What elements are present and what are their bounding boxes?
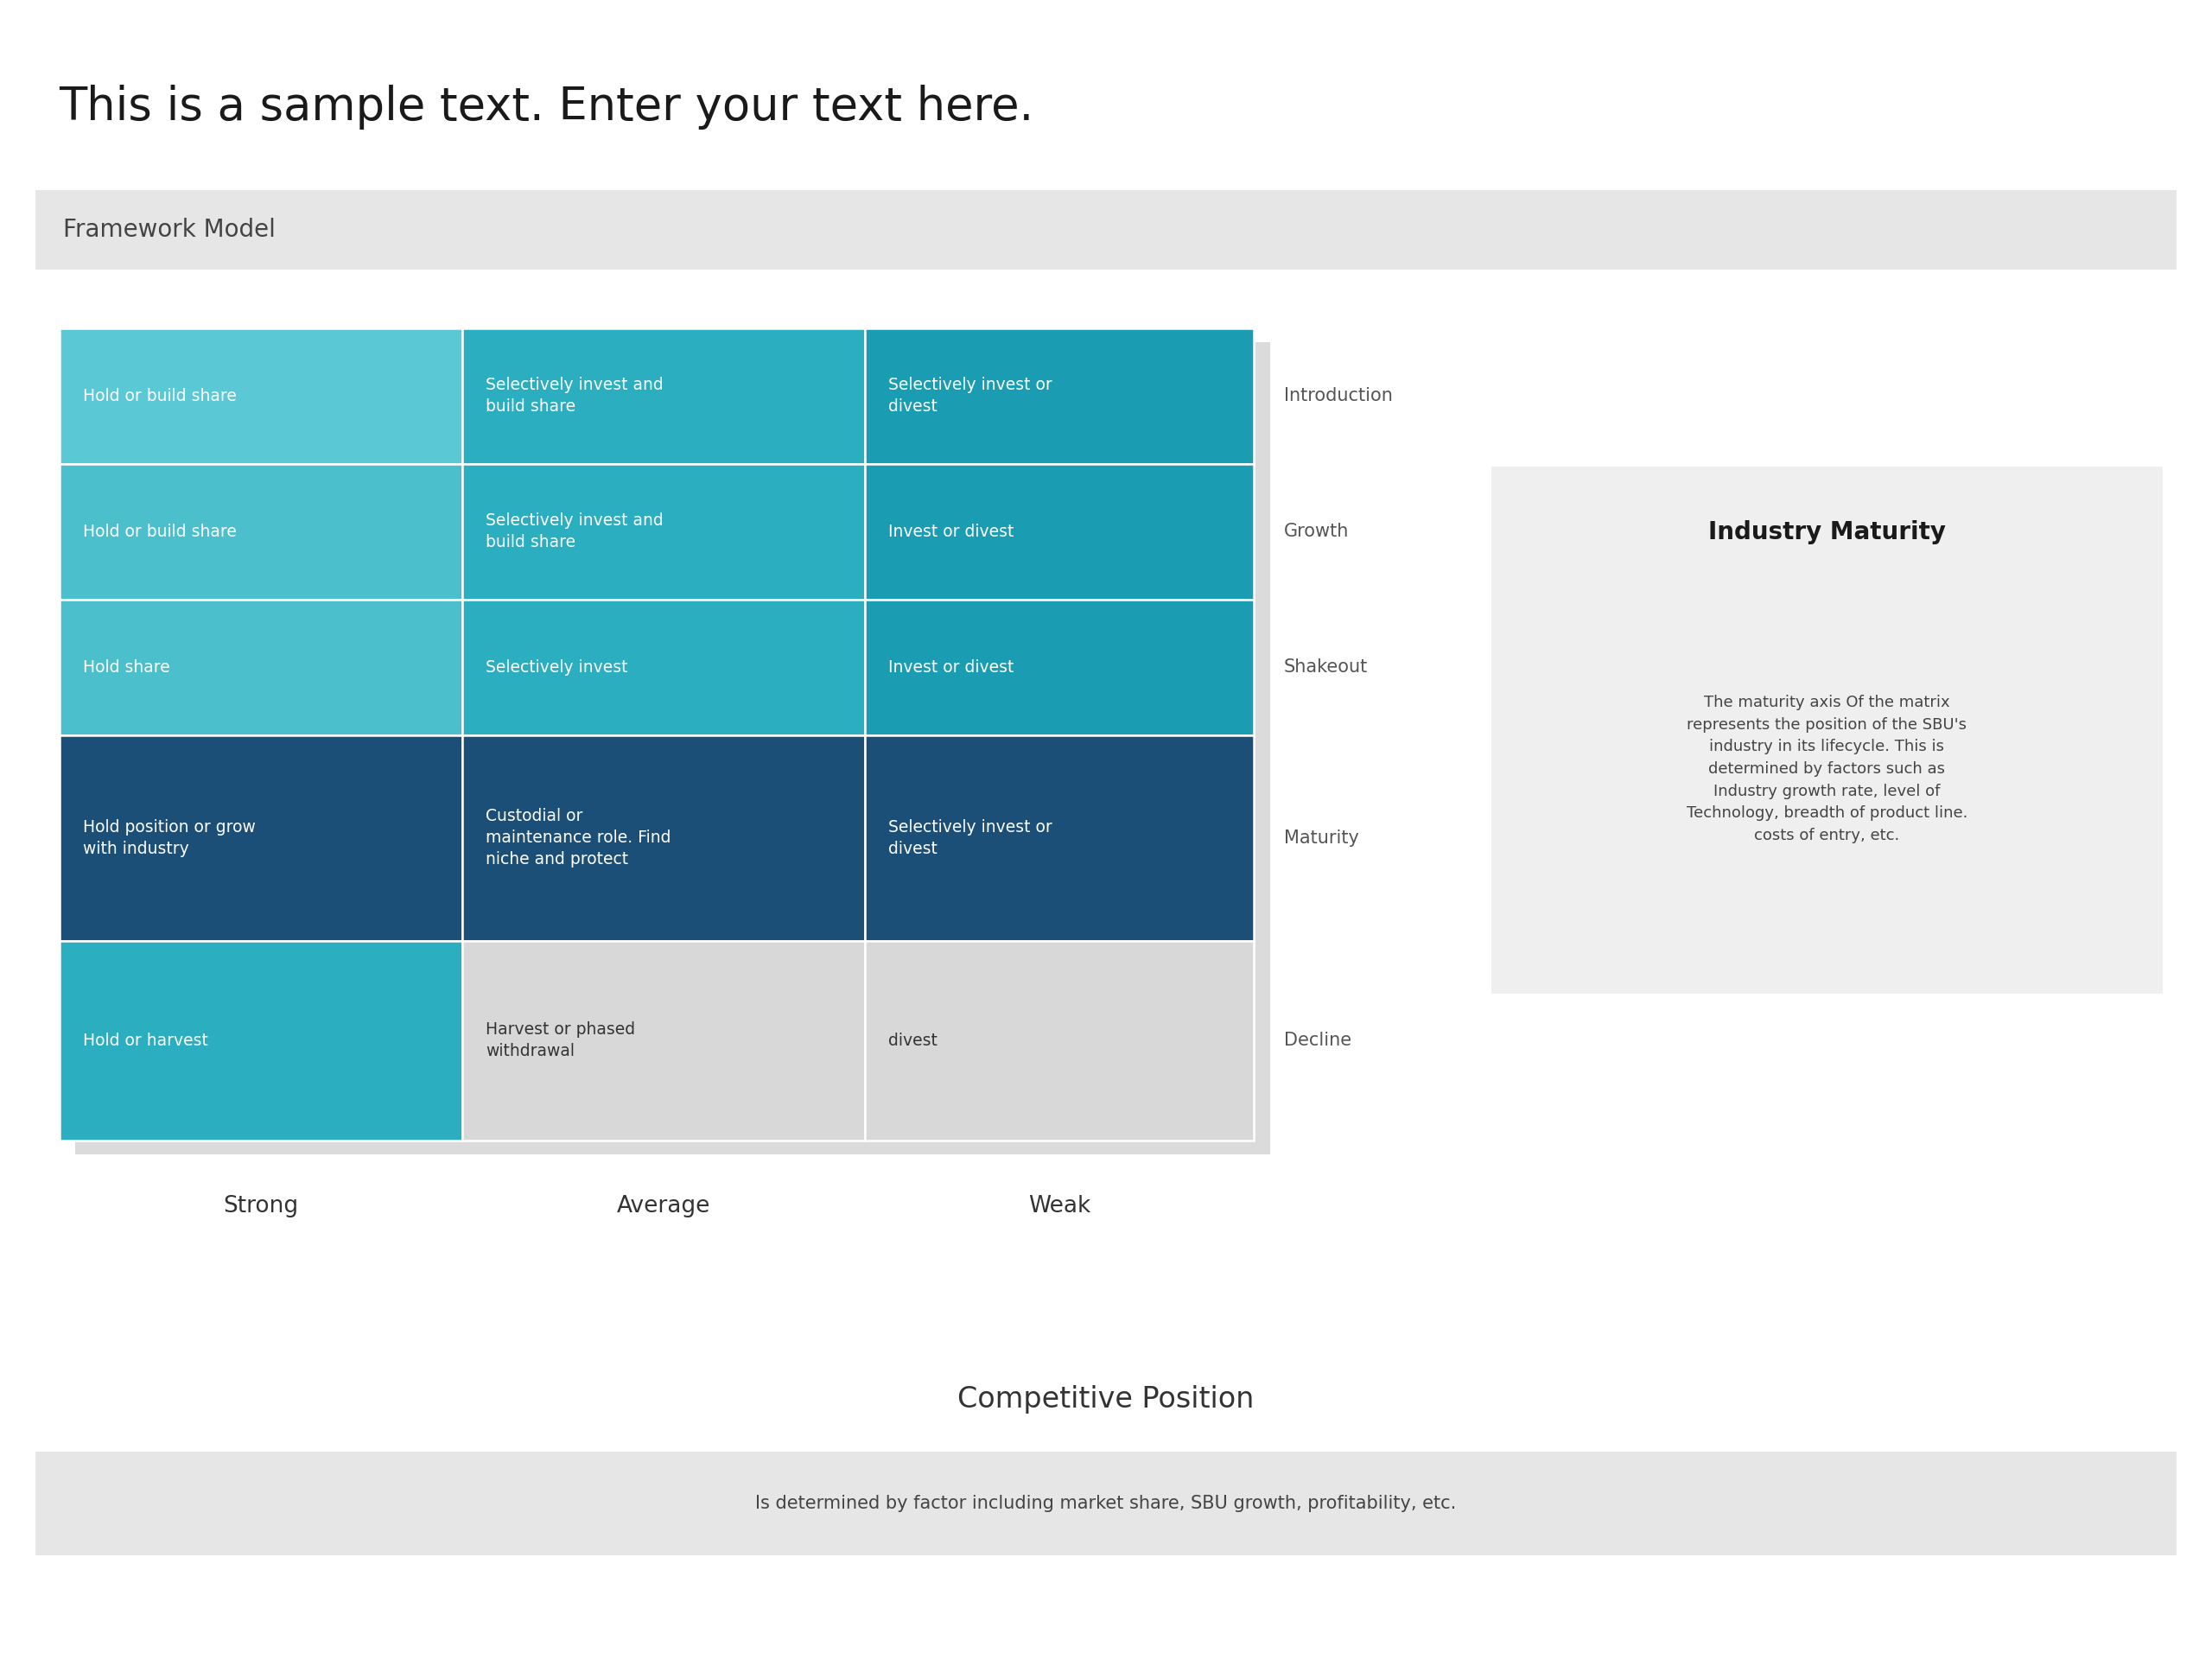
Text: Hold or build share: Hold or build share xyxy=(84,388,237,405)
FancyBboxPatch shape xyxy=(865,735,1254,941)
FancyBboxPatch shape xyxy=(35,1452,2177,1556)
Text: Growth: Growth xyxy=(1283,523,1349,541)
Text: Hold or harvest: Hold or harvest xyxy=(84,1032,208,1048)
Text: Hold or build share: Hold or build share xyxy=(84,524,237,541)
Text: Hold share: Hold share xyxy=(84,659,170,675)
Text: Hold position or grow
with industry: Hold position or grow with industry xyxy=(84,820,257,858)
FancyBboxPatch shape xyxy=(462,328,865,465)
FancyBboxPatch shape xyxy=(462,599,865,735)
Text: Invest or divest: Invest or divest xyxy=(889,659,1013,675)
Text: Shakeout: Shakeout xyxy=(1283,659,1367,677)
Text: Selectively invest or
divest: Selectively invest or divest xyxy=(889,820,1053,858)
FancyBboxPatch shape xyxy=(60,941,462,1141)
FancyBboxPatch shape xyxy=(865,465,1254,599)
Text: Introduction: Introduction xyxy=(1283,388,1394,405)
Text: Strong: Strong xyxy=(223,1194,299,1218)
FancyBboxPatch shape xyxy=(60,735,462,941)
FancyBboxPatch shape xyxy=(60,465,462,599)
Text: Decline: Decline xyxy=(1283,1032,1352,1048)
FancyBboxPatch shape xyxy=(865,599,1254,735)
Text: Harvest or phased
withdrawal: Harvest or phased withdrawal xyxy=(487,1022,635,1060)
FancyBboxPatch shape xyxy=(75,342,1270,1155)
FancyBboxPatch shape xyxy=(35,191,2177,269)
Text: Maturity: Maturity xyxy=(1283,830,1358,846)
Text: Selectively invest or
divest: Selectively invest or divest xyxy=(889,377,1053,415)
FancyBboxPatch shape xyxy=(865,328,1254,465)
Text: divest: divest xyxy=(889,1032,938,1048)
Text: Invest or divest: Invest or divest xyxy=(889,524,1013,541)
Text: This is a sample text. Enter your text here.: This is a sample text. Enter your text h… xyxy=(60,85,1035,129)
FancyBboxPatch shape xyxy=(462,465,865,599)
Text: Selectively invest and
build share: Selectively invest and build share xyxy=(487,377,664,415)
Text: Weak: Weak xyxy=(1029,1194,1091,1218)
FancyBboxPatch shape xyxy=(1491,466,2163,994)
Text: Selectively invest and
build share: Selectively invest and build share xyxy=(487,513,664,551)
FancyBboxPatch shape xyxy=(60,328,462,465)
Text: Average: Average xyxy=(617,1194,710,1218)
Text: Custodial or
maintenance role. Find
niche and protect: Custodial or maintenance role. Find nich… xyxy=(487,808,670,868)
FancyBboxPatch shape xyxy=(60,599,462,735)
Text: Framework Model: Framework Model xyxy=(64,217,276,242)
FancyBboxPatch shape xyxy=(462,735,865,941)
Text: The maturity axis Of the matrix
represents the position of the SBU's
industry in: The maturity axis Of the matrix represen… xyxy=(1686,695,1966,843)
FancyBboxPatch shape xyxy=(462,941,865,1141)
Text: Selectively invest: Selectively invest xyxy=(487,659,628,675)
FancyBboxPatch shape xyxy=(865,941,1254,1141)
Text: Competitive Position: Competitive Position xyxy=(958,1385,1254,1413)
Text: Industry Maturity: Industry Maturity xyxy=(1708,521,1947,544)
Text: Is determined by factor including market share, SBU growth, profitability, etc.: Is determined by factor including market… xyxy=(757,1495,1455,1511)
